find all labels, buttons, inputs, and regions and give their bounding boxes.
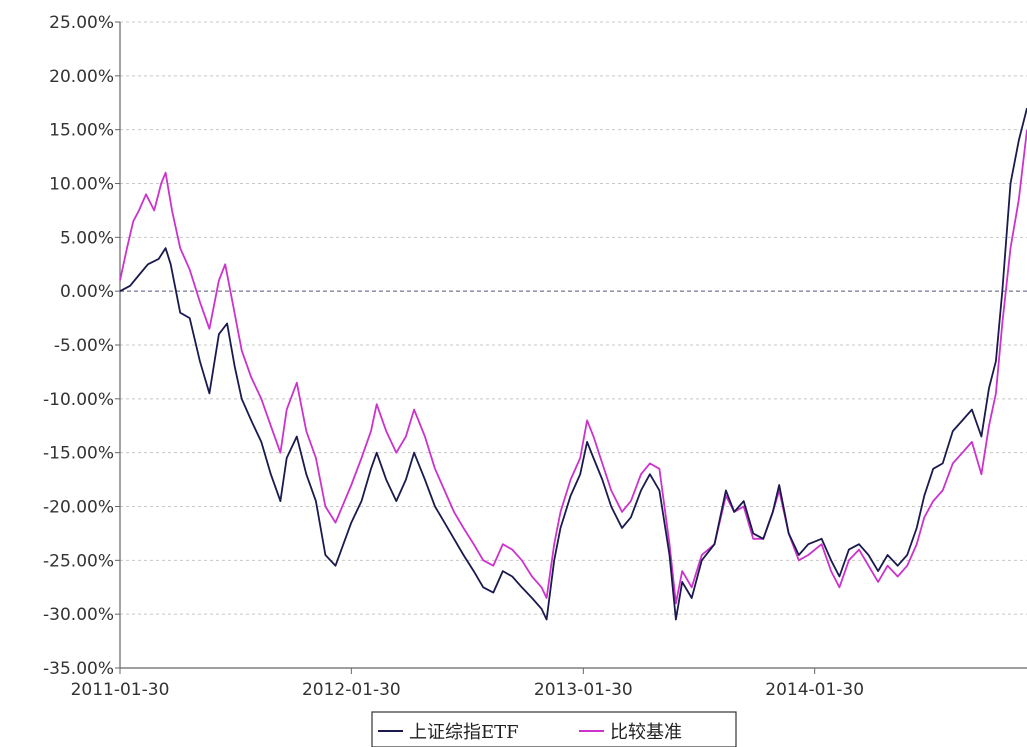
- y-tick-label: -5.00%: [54, 336, 114, 356]
- y-tick-label: 5.00%: [60, 228, 114, 248]
- x-tick-label: 2013-01-30: [534, 680, 633, 700]
- x-tick-label: 2011-01-30: [71, 680, 170, 700]
- series-line-etf: [119, 107, 1027, 621]
- y-tick-label: -35.00%: [43, 659, 114, 679]
- x-tick-label: 2014-01-30: [765, 680, 864, 700]
- y-tick-label: -25.00%: [43, 551, 114, 571]
- x-tick-label: 2012-01-30: [302, 680, 401, 700]
- legend-box: [371, 711, 737, 747]
- legend-label-etf: 上证综指ETF: [409, 722, 519, 743]
- y-tick-label: -15.00%: [43, 444, 114, 464]
- series-line-benchmark: [119, 129, 1027, 605]
- y-tick-label: 0.00%: [60, 282, 114, 302]
- legend-label-benchmark: 比较基准: [610, 722, 682, 743]
- y-axis: 25.00% 20.00% 15.00% 10.00% 5.00% 0.00% -5.00%…: [43, 13, 121, 679]
- x-axis: 2011-01-30 2012-01-30 2013-01-30 2014-01-30: [71, 667, 1027, 700]
- y-tick-label: 20.00%: [49, 67, 114, 87]
- series-lines: [119, 107, 1027, 621]
- y-tick-label: 10.00%: [49, 175, 114, 195]
- y-tick-label: -20.00%: [43, 498, 114, 518]
- y-tick-label: 25.00%: [49, 13, 114, 33]
- y-tick-label: -30.00%: [43, 605, 114, 625]
- y-tick-label: 15.00%: [49, 121, 114, 141]
- y-tick-label: -10.00%: [43, 390, 114, 410]
- legend: 上证综指ETF 比较基准: [371, 711, 737, 747]
